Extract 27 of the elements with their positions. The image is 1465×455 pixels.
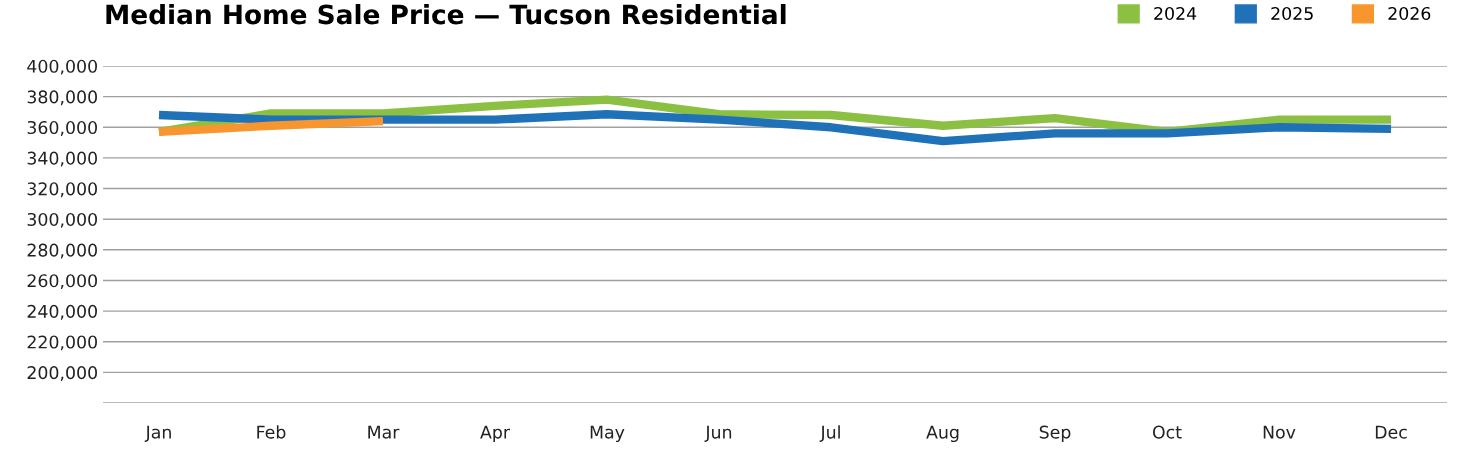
y-tick-label: 400,000 [27, 59, 97, 75]
y-tick-label: 240,000 [27, 304, 97, 320]
legend-label: 2025 [1271, 6, 1313, 21]
x-tick-label: May [590, 425, 625, 443]
chart-title: Median Home Sale Price — Tucson Residential [106, 4, 786, 25]
x-tick-label: Sep [1039, 425, 1071, 443]
y-tick-label: 320,000 [27, 182, 97, 198]
legend-label: 2026 [1388, 6, 1431, 21]
x-tick-label: Nov [1263, 425, 1296, 439]
y-tick-label: 220,000 [27, 335, 97, 351]
y-tick-label: 300,000 [27, 212, 97, 228]
x-tick-label: Jun [704, 425, 732, 442]
y-tick-label: 260,000 [27, 274, 97, 290]
y-tick-label: 340,000 [27, 151, 97, 167]
x-tick-label: Oct [1152, 425, 1182, 439]
y-tick-label: 280,000 [27, 243, 97, 259]
x-tick-label: Feb [257, 425, 286, 439]
legend-label: 2024 [1154, 6, 1197, 21]
x-tick-label: Dec [1375, 425, 1407, 439]
y-tick-label: 360,000 [27, 120, 97, 136]
x-tick-label: Mar [368, 425, 400, 439]
x-tick-label: Apr [480, 425, 511, 443]
x-tick-label: Jan [144, 425, 171, 442]
y-tick-label: 200,000 [27, 366, 97, 381]
y-tick-label: 380,000 [27, 90, 97, 106]
x-tick-label: Aug [926, 425, 959, 443]
x-tick-label: Jul [819, 425, 840, 442]
